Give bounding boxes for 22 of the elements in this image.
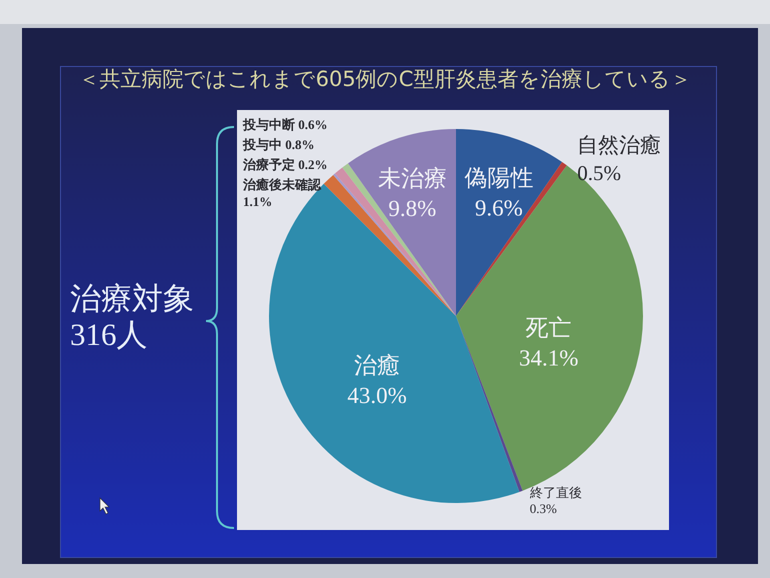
slice-label: 自然治癒 — [577, 132, 662, 157]
slice-label: 未治療 — [378, 166, 447, 191]
slice-label: 終了直後 — [528, 485, 582, 500]
slice-label: 投与中 0.8% — [242, 137, 314, 152]
data-label: 9.6% — [474, 196, 523, 221]
slice-label: 治療予定 0.2% — [242, 157, 328, 172]
data-label: 0.5% — [577, 160, 621, 185]
pie-slice — [456, 162, 567, 316]
data-label: 34.1% — [518, 346, 578, 371]
data-label: 43.0% — [347, 383, 407, 408]
slice-label: 偽陽性 — [464, 166, 534, 191]
pie-slice — [456, 129, 562, 316]
pie-slice — [348, 129, 456, 316]
text: 治療対象 316人 — [70, 281, 194, 352]
slice-label: 治癒後未確認 — [242, 177, 322, 192]
slice-label: 治癒 — [354, 353, 400, 378]
data-label: 0.3% — [530, 501, 558, 516]
data-label: 9.8% — [388, 196, 436, 221]
data-label: 1.1% — [243, 194, 272, 209]
slice-label: 投与中断 0.6% — [242, 117, 328, 132]
slice-label: 死亡 — [526, 316, 572, 341]
chart-title: ＜共立病院ではこれまで605例のC型肝炎患者を治療している＞ — [78, 67, 692, 91]
